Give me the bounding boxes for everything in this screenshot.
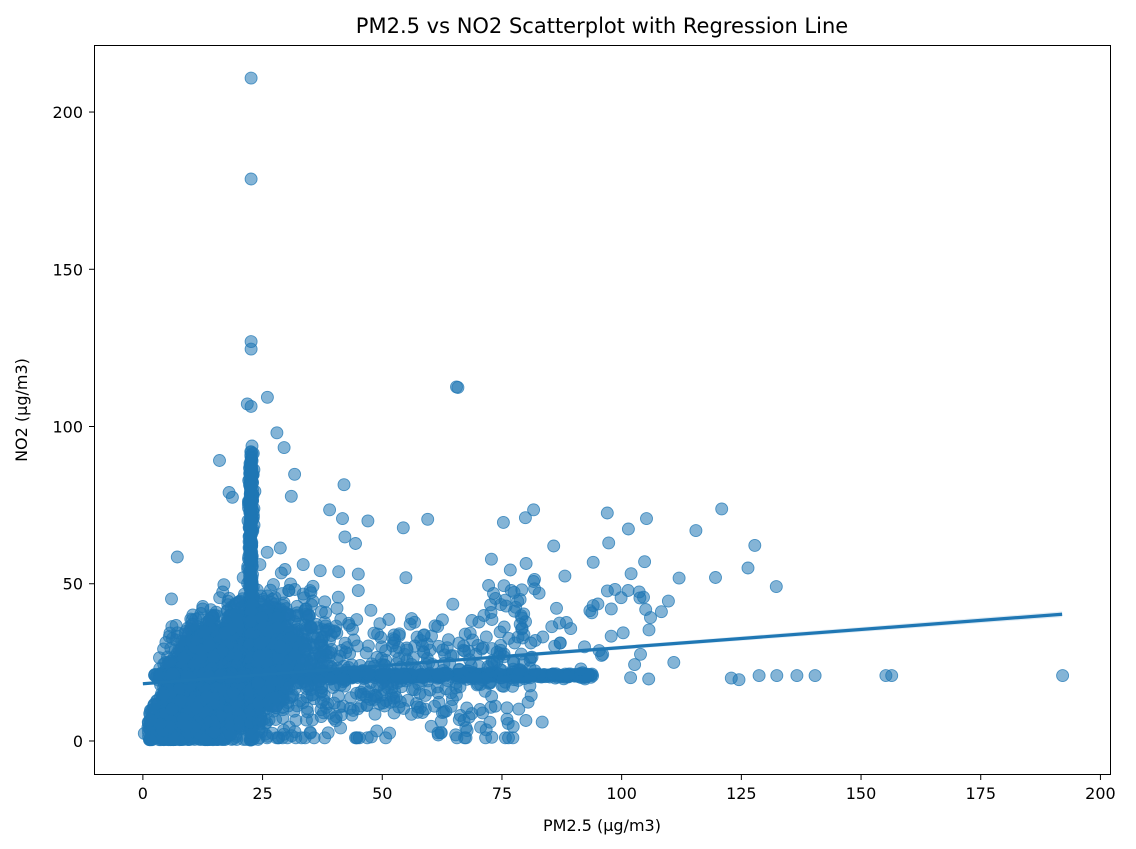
data-point (244, 479, 258, 493)
data-point (446, 597, 460, 611)
data-point (196, 600, 210, 613)
data-point (243, 577, 257, 590)
data-point (226, 686, 240, 700)
data-point (173, 694, 187, 708)
data-point (179, 720, 193, 733)
data-point (165, 592, 178, 606)
data-point (190, 701, 204, 715)
data-point (503, 563, 517, 577)
data-point (245, 461, 259, 475)
data-point (244, 502, 258, 516)
data-point (202, 614, 216, 628)
data-point (243, 534, 257, 548)
data-point (169, 618, 183, 632)
data-point (296, 558, 310, 572)
data-point (351, 584, 365, 598)
chart-title: PM2.5 vs NO2 Scatterplot with Regression… (356, 14, 848, 38)
data-point (546, 667, 560, 681)
data-point (194, 643, 208, 657)
data-point (254, 589, 268, 603)
data-point (189, 612, 203, 626)
data-point (242, 549, 256, 563)
data-point (200, 690, 214, 704)
data-point (157, 688, 171, 702)
data-point (144, 713, 158, 727)
data-point (166, 632, 179, 646)
data-point (206, 651, 220, 665)
data-point (198, 625, 212, 639)
data-point (157, 642, 171, 656)
data-point (147, 697, 161, 711)
data-point (244, 516, 258, 529)
data-point (166, 667, 180, 681)
data-point (167, 733, 181, 747)
points-layer (137, 71, 1070, 747)
data-point (330, 601, 344, 615)
data-point (198, 733, 212, 747)
data-point (351, 567, 365, 581)
data-point (224, 728, 238, 742)
data-point (488, 699, 502, 713)
data-point (332, 565, 346, 579)
data-point (273, 541, 287, 555)
data-point (278, 563, 292, 576)
